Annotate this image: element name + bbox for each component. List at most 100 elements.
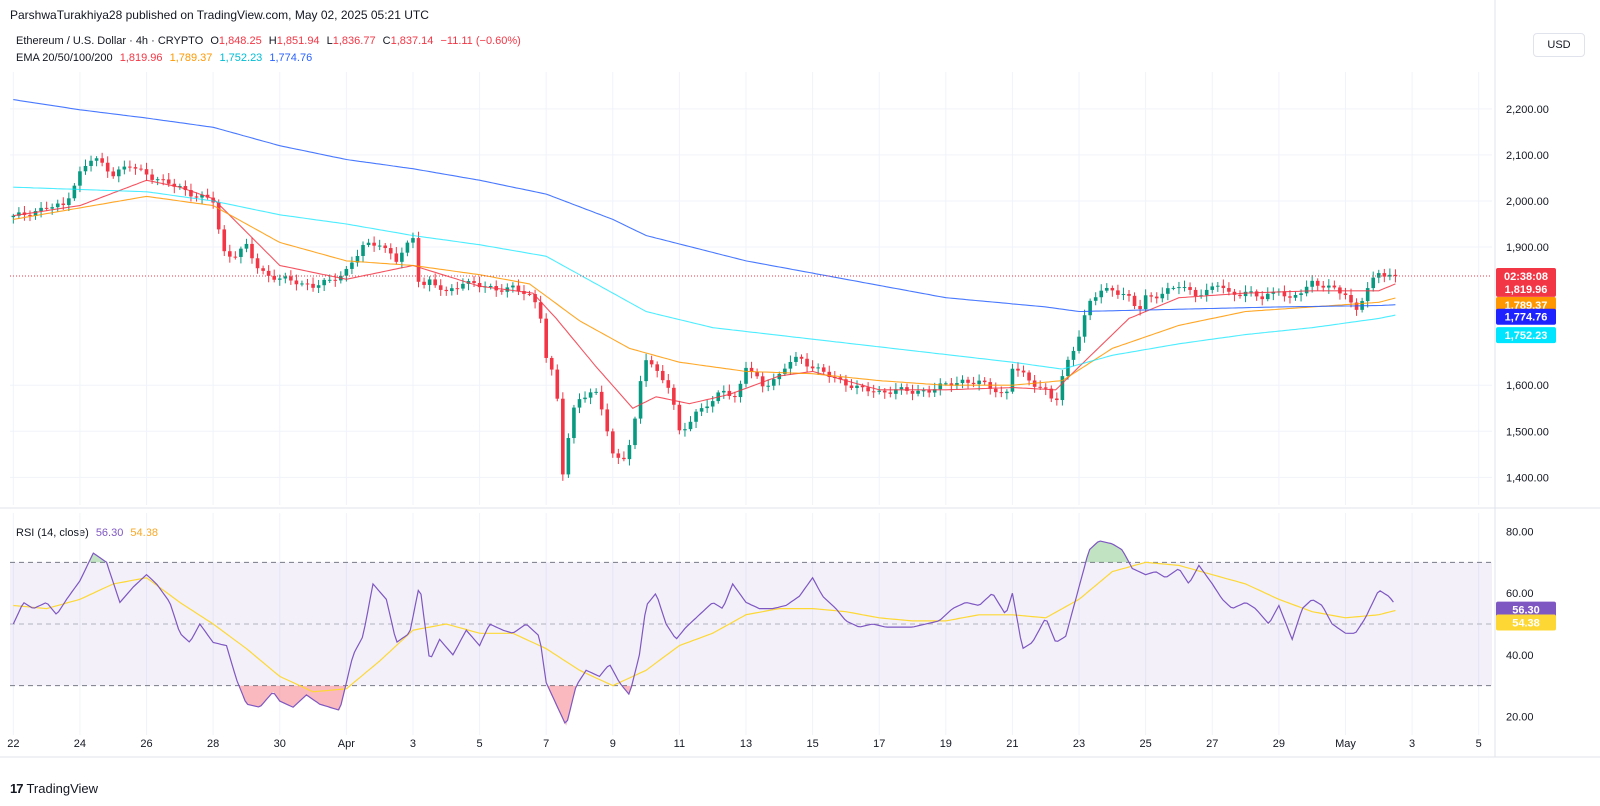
candle-body xyxy=(771,379,776,386)
ohlc-open: O1,848.25 xyxy=(210,35,262,47)
candle-body xyxy=(1182,287,1187,289)
candle-body xyxy=(1293,295,1298,298)
candle-body xyxy=(1388,274,1392,277)
x-tick-label: 15 xyxy=(806,738,818,750)
candle-body xyxy=(577,399,582,408)
candle-body xyxy=(1093,297,1098,301)
symbol-legend[interactable]: Ethereum / U.S. Dollar · 4h · CRYPTO O1,… xyxy=(16,35,525,47)
candle-body xyxy=(1376,273,1381,278)
ema200-tag xyxy=(1496,308,1556,325)
candle-body xyxy=(1116,290,1120,295)
candle-body xyxy=(788,361,793,369)
candle-body xyxy=(511,285,515,288)
candle-body xyxy=(605,409,610,432)
candle-body xyxy=(39,207,43,212)
candle-body xyxy=(111,171,116,177)
candle-body xyxy=(1010,368,1015,392)
candle-body xyxy=(549,357,554,370)
candle-body xyxy=(932,389,937,393)
candle-body xyxy=(305,283,310,285)
candle-body xyxy=(100,158,104,163)
rsi-legend[interactable]: RSI (14, close) 56.30 54.38 xyxy=(16,527,162,539)
candle-body xyxy=(427,279,432,285)
candle-body xyxy=(28,214,32,216)
candle-body xyxy=(372,242,376,246)
candle-body xyxy=(960,379,965,384)
candle-body xyxy=(949,383,954,386)
y-tick-label: 2,000.00 xyxy=(1506,196,1549,208)
candle-body xyxy=(488,286,493,288)
y-tick-label: 1,400.00 xyxy=(1506,472,1549,484)
rsi-label[interactable]: RSI (14, close) xyxy=(16,527,89,539)
ohlc-high-value: 1,851.94 xyxy=(276,35,320,47)
candle-body xyxy=(344,268,349,276)
candle-body xyxy=(1016,368,1020,371)
candle-body xyxy=(688,421,693,430)
candle-body xyxy=(139,168,143,170)
candle-body xyxy=(660,370,665,381)
candle-body xyxy=(794,356,798,362)
candle-body xyxy=(1088,300,1092,316)
x-tick-label: 11 xyxy=(674,738,685,750)
candle-body xyxy=(233,256,238,258)
ema100-tag xyxy=(1496,327,1556,344)
candle-body xyxy=(821,367,826,372)
candle-body xyxy=(538,302,543,319)
candle-body xyxy=(827,371,832,378)
candle-body xyxy=(411,238,415,243)
rsi-oversold-fill xyxy=(622,685,633,695)
candle-body xyxy=(733,395,737,398)
candle-body xyxy=(1249,291,1253,293)
candle-body xyxy=(966,379,970,383)
candle-body xyxy=(211,197,215,203)
candle-body xyxy=(760,376,765,387)
candle-body xyxy=(810,366,815,369)
candle-body xyxy=(161,179,165,181)
x-tick-label: 3 xyxy=(1409,738,1415,750)
candle-body xyxy=(533,294,537,303)
x-tick-label: May xyxy=(1335,738,1356,750)
candle-body xyxy=(627,445,632,460)
candle-body xyxy=(877,390,882,392)
ohlc-low: L1,836.77 xyxy=(326,35,376,47)
candle-body xyxy=(649,360,654,365)
candle-body xyxy=(644,360,648,382)
candle-body xyxy=(283,276,288,279)
y-tick-label: 2,100.00 xyxy=(1506,150,1549,162)
candle-body xyxy=(1149,295,1153,297)
candle-body xyxy=(1021,370,1026,373)
candle-body xyxy=(838,377,843,380)
ema-label[interactable]: EMA 20/50/100/200 xyxy=(16,52,113,64)
candle-body xyxy=(322,279,326,286)
candle-body xyxy=(561,398,565,475)
candle-body xyxy=(722,390,726,393)
candle-body xyxy=(450,288,454,292)
ema-legend[interactable]: EMA 20/50/100/200 1,819.96 1,789.37 1,75… xyxy=(16,52,316,64)
candle-body xyxy=(544,318,548,358)
candle-body xyxy=(67,198,71,206)
currency-button[interactable]: USD xyxy=(1533,33,1585,57)
x-tick-label: 21 xyxy=(1006,738,1018,750)
symbol-name[interactable]: Ethereum / U.S. Dollar · 4h · CRYPTO xyxy=(16,35,204,47)
candle-body xyxy=(583,397,587,400)
candle-body xyxy=(1127,293,1131,296)
rsi-tag xyxy=(1496,601,1556,618)
ohlc-close-value: 1,837.14 xyxy=(390,35,434,47)
candle-body xyxy=(355,255,360,263)
candle-body xyxy=(333,279,338,281)
candle-body xyxy=(461,283,465,289)
candle-body xyxy=(433,279,437,286)
rsi-ma-tag-text: 54.38 xyxy=(1512,617,1540,629)
candle-body xyxy=(1227,288,1231,292)
candle-body xyxy=(816,367,820,369)
candle-body xyxy=(150,174,154,180)
candle-body xyxy=(1243,291,1248,297)
x-tick-label: 19 xyxy=(940,738,952,750)
candle-body xyxy=(377,245,382,247)
candle-body xyxy=(183,186,188,191)
ema100-value: 1,752.23 xyxy=(219,52,263,64)
candle-body xyxy=(1365,288,1370,302)
candle-body xyxy=(1304,286,1309,294)
candle-body xyxy=(300,283,304,285)
